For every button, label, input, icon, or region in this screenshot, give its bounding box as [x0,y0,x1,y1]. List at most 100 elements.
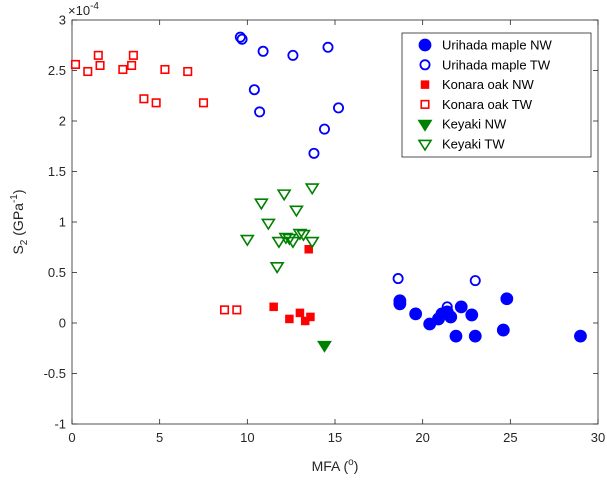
data-point [287,49,299,61]
data-point [468,329,482,343]
data-point [160,64,170,75]
data-point [409,307,423,321]
data-point [333,102,345,114]
data-point [234,31,246,43]
data-point [317,340,332,353]
data-point [574,329,587,343]
data-point [285,314,294,324]
legend-item: Konara oak NW [420,77,534,92]
y-tick-label: 3 [59,13,66,28]
data-point [288,205,304,218]
legend-marker [417,119,433,132]
y-exponent-label: ×10-4 [68,1,99,18]
series-1 [234,31,481,313]
data-point [469,275,481,287]
series-0 [393,292,587,343]
series-2 [269,245,315,326]
data-point [260,218,276,231]
series-5 [239,183,320,274]
data-point [304,183,320,196]
data-point [318,123,330,135]
data-point [257,45,269,57]
data-point [253,198,269,211]
data-point [269,262,285,274]
data-point [308,147,320,159]
legend-marker [418,38,432,52]
legend-item: Keyaki NW [417,117,507,132]
data-point [239,234,255,247]
legend-item: Urihada maple NW [418,38,553,53]
data-point [254,106,266,118]
data-point [281,233,297,246]
series-4 [317,340,332,353]
data-point [454,300,468,314]
x-axis-title: MFA (o) [312,457,359,474]
data-point [271,236,287,249]
data-point [127,60,137,71]
data-point [500,292,514,306]
y-tick-label: -0.5 [44,366,66,381]
data-point [269,302,278,312]
legend-marker [420,99,430,109]
data-point [322,41,334,53]
data-point [276,189,292,202]
data-point [232,305,242,315]
data-point [219,305,230,315]
data-point [236,33,248,45]
x-tick-label: 0 [68,430,75,445]
legend-label: Urihada maple NW [442,38,553,53]
data-point [295,229,311,242]
data-points [70,31,587,353]
y-axis-title: S2 (GPa-1) [9,189,30,254]
y-tick-label: 0.5 [48,265,66,280]
legend: Urihada maple NW Urihada maple TW Konara o… [401,32,592,158]
data-point [292,228,308,241]
data-point [496,323,510,337]
legend-label: Urihada maple TW [442,57,551,72]
legend-label: Keyaki TW [442,137,505,152]
x-tick-label: 15 [328,430,342,445]
y-tick-label: 2.5 [48,63,66,78]
data-point [248,84,260,96]
data-point [128,50,138,60]
legend-marker [417,139,433,152]
data-point [304,245,313,254]
data-point [444,310,458,324]
data-point [70,59,81,69]
legend-marker [420,80,430,89]
data-point [449,329,463,343]
data-point [83,66,93,77]
legend-label: Konara oak TW [442,97,533,112]
data-point [198,98,209,108]
data-point [306,312,315,322]
data-point [95,60,105,71]
data-point [465,308,479,322]
legend-item: Konara oak TW [420,97,533,112]
legend-label: Keyaki NW [442,117,507,132]
data-point [93,50,103,60]
x-tick-label: 5 [156,430,163,445]
y-tick-label: 1 [59,215,66,230]
data-point [285,236,301,249]
data-point [441,301,453,313]
data-point [393,297,407,311]
data-point [304,236,320,249]
y-tick-label: 0 [59,316,66,331]
y-tick-label: 2 [59,114,66,129]
legend-marker [419,59,431,71]
x-tick-label: 20 [415,430,429,445]
axis-ticks: 0 5 10 15 20 25 30 -1 -0.5 0 0.5 1 1.5 2 2.5 3 [44,13,606,446]
legend-label: Konara oak NW [442,77,534,92]
data-point [392,273,404,285]
data-point [151,98,161,108]
y-tick-label: -1 [54,417,66,432]
legend-box [401,32,592,158]
data-point [295,308,305,318]
x-tick-label: 30 [591,430,605,445]
y-tick-label: 1.5 [48,164,66,179]
series-3 [70,50,242,315]
data-point [118,64,128,75]
x-tick-label: 10 [240,430,254,445]
legend-item: Urihada maple TW [419,57,551,72]
